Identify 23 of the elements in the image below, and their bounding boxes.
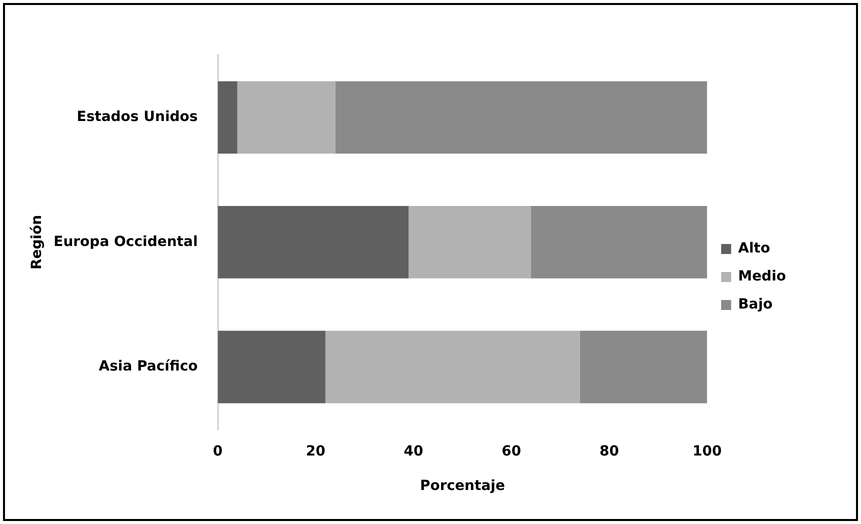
y-tick-label: Estados Unidos [76,109,198,126]
bar [325,330,580,404]
x-tick-label: 100 [692,443,722,460]
x-tick-label: 0 [212,443,223,460]
bar [237,81,336,154]
bar [580,330,708,404]
bar [408,206,531,278]
y-axis-title: Región [29,214,46,270]
bar [335,81,708,154]
x-tick-label: 80 [600,443,620,460]
bar [218,330,326,404]
x-tick-label: 40 [404,443,424,460]
legend-label: Medio [738,268,786,285]
x-tick-label: 60 [502,443,522,460]
legend-label: Alto [738,240,770,257]
x-tick-label: 20 [306,443,326,460]
legend-label: Bajo [738,296,774,313]
bar [218,81,238,154]
bar [218,206,409,278]
x-axis-title: Porcentaje [420,478,505,494]
y-tick-label: Europa Occidental [54,234,198,250]
y-tick-label: Asia Pacífico [98,358,198,375]
bar [530,206,708,278]
